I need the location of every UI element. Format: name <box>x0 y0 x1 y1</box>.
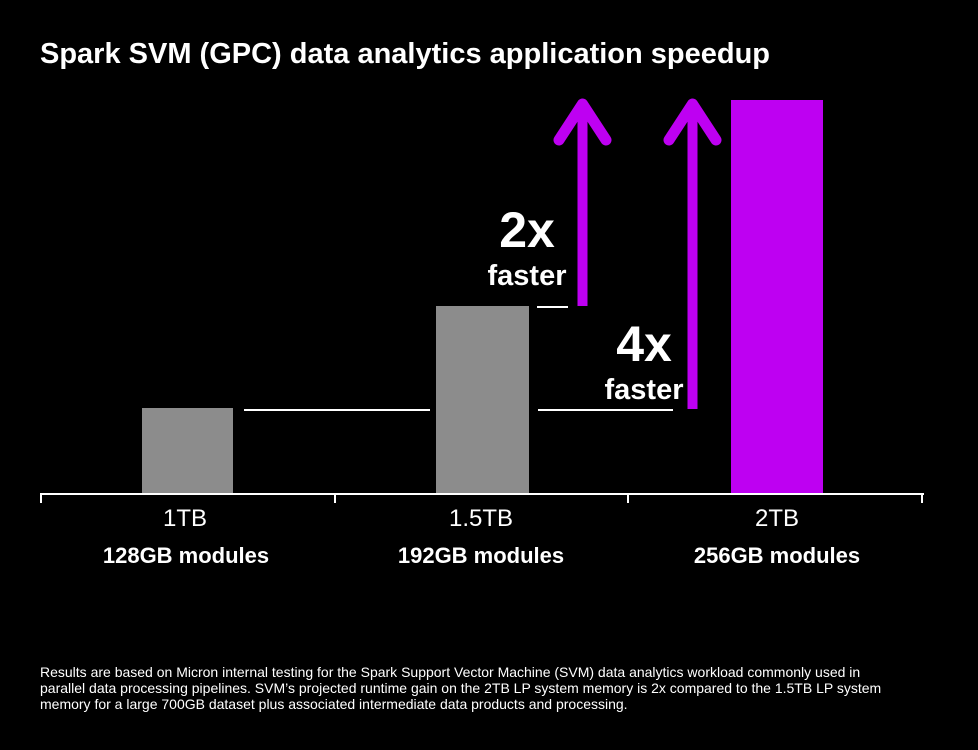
bar-1tb <box>142 408 233 494</box>
category-label-1-5tb: 1.5TB <box>448 505 514 532</box>
reference-line-1-5tb-level <box>537 306 568 308</box>
module-label-128gb: 128GB modules <box>102 543 270 568</box>
axis-tick-left <box>40 495 42 503</box>
bar-1-5tb <box>436 306 529 494</box>
reference-line-1tb-level <box>244 409 430 411</box>
x-axis-line <box>40 493 924 495</box>
category-label-2tb: 2TB <box>754 505 799 532</box>
footnote-line-2: parallel data processing pipelines. SVM’… <box>40 680 882 696</box>
axis-tick-mid-right <box>627 495 629 503</box>
annotation-2x-value: 2x <box>499 202 555 258</box>
module-label-192gb: 192GB modules <box>397 543 565 568</box>
axis-tick-mid-left <box>334 495 336 503</box>
annotation-2x-caption: faster <box>487 260 567 292</box>
annotation-2x: 2x faster <box>467 202 587 292</box>
footnote-line-1: Results are based on Micron internal tes… <box>40 664 861 680</box>
bar-2tb <box>731 100 823 494</box>
footnote-line-3: memory for a large 700GB dataset plus as… <box>40 696 628 712</box>
up-arrow-4x-icon <box>663 98 722 409</box>
reference-line-1tb-level-right <box>538 409 673 411</box>
category-label-1tb: 1TB <box>162 505 207 532</box>
module-label-256gb: 256GB modules <box>693 543 861 568</box>
annotation-4x-value: 4x <box>616 316 672 372</box>
axis-tick-right <box>921 495 923 503</box>
chart-title: Spark SVM (GPC) data analytics applicati… <box>40 38 771 70</box>
footnote: Results are based on Micron internal tes… <box>40 664 945 712</box>
annotation-4x-caption: faster <box>604 374 684 406</box>
up-arrow-2x-icon <box>553 98 612 306</box>
annotation-4x: 4x faster <box>584 316 704 406</box>
